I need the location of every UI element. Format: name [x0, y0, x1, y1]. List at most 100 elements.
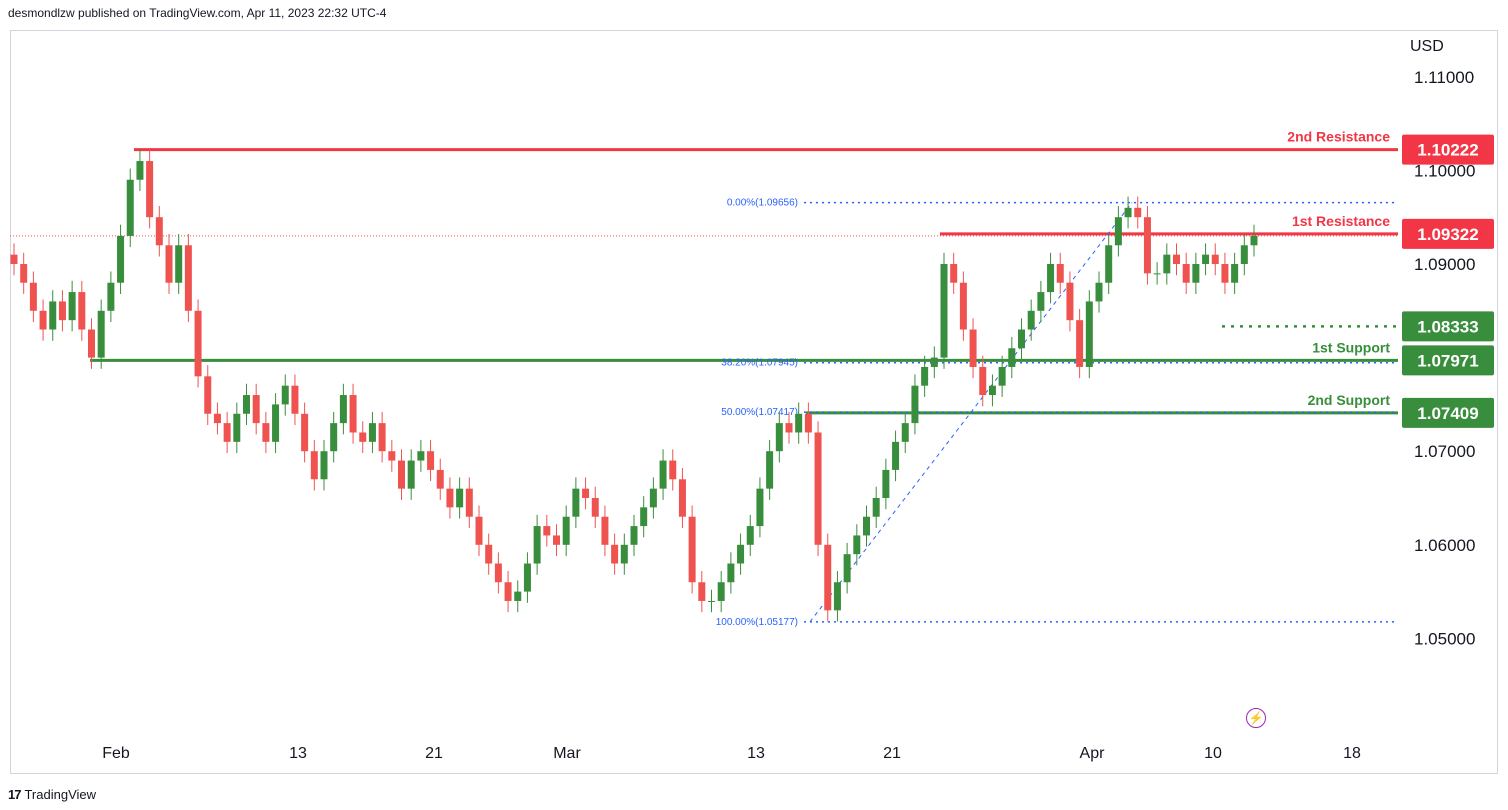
candle-body	[1037, 292, 1045, 311]
publish-header: desmondlzw published on TradingView.com,…	[8, 6, 387, 20]
candle-body	[843, 554, 851, 583]
candle-body	[485, 544, 493, 564]
candle-body	[698, 582, 706, 601]
candle-body	[804, 413, 812, 433]
candle-body	[213, 413, 221, 424]
x-tick-label: 13	[289, 745, 307, 762]
candle-body	[979, 366, 987, 396]
candle-body	[194, 310, 202, 377]
x-tick-label: Apr	[1080, 745, 1106, 762]
candle-body	[717, 582, 725, 601]
candle-body	[29, 282, 37, 311]
candle-body	[436, 469, 444, 489]
candle-body	[727, 563, 735, 583]
level-price-text: 1.09322	[1417, 225, 1478, 244]
candle-body	[223, 423, 231, 442]
candle-body	[533, 526, 541, 564]
candle-body	[950, 264, 958, 283]
candle-body	[988, 385, 996, 396]
candle-body	[427, 451, 435, 470]
candle-body	[640, 507, 648, 527]
candle-body	[1192, 264, 1200, 283]
y-tick-label: 1.10000	[1414, 161, 1475, 180]
candle-body	[562, 516, 570, 545]
candle-body	[1163, 254, 1171, 274]
candle-body	[591, 498, 599, 517]
candle-body	[1056, 264, 1064, 283]
candle-body	[853, 535, 861, 555]
level-label: 1st Support	[1312, 339, 1390, 355]
candle-body	[262, 423, 270, 442]
level-price-text: 1.07971	[1417, 351, 1478, 370]
candle-body	[678, 479, 686, 517]
candle-body	[378, 423, 386, 452]
candle-body	[737, 544, 745, 564]
candle-body	[97, 310, 105, 358]
candle-body	[708, 600, 715, 602]
level-price-text: 1.10222	[1417, 141, 1478, 160]
candle-body	[1105, 245, 1113, 283]
candle-body	[863, 516, 870, 536]
candle-body	[1008, 348, 1016, 367]
candle-body	[117, 235, 125, 283]
candle-body	[940, 264, 948, 358]
candle-body	[523, 563, 531, 592]
candle-body	[233, 413, 241, 442]
level-label: 1st Resistance	[1292, 213, 1390, 229]
candle-body	[204, 376, 212, 414]
tradingview-logo-icon: 17	[8, 787, 22, 802]
candle-body	[1047, 264, 1055, 293]
y-tick-label: 1.11000	[1414, 68, 1474, 87]
candle-body	[824, 544, 832, 611]
candle-body	[911, 385, 919, 424]
candle-body	[310, 451, 318, 480]
candle-body	[959, 282, 967, 330]
candle-body	[446, 488, 454, 508]
fib-level-label: 50.00%(1.07417)	[721, 407, 798, 418]
candle-body	[281, 385, 289, 405]
candle-body	[1231, 264, 1239, 283]
candle-body	[795, 413, 803, 433]
fib-trend-line	[809, 202, 1133, 623]
candle-body	[1211, 254, 1219, 264]
candle-body	[252, 395, 260, 424]
level-price-badge	[1402, 218, 1494, 249]
candle-body	[1182, 264, 1190, 283]
candle-body	[407, 460, 415, 489]
candle-body	[785, 423, 793, 433]
candle-body	[649, 488, 657, 508]
candle-body	[1066, 282, 1074, 321]
y-tick-label: 1.07000	[1414, 442, 1475, 461]
x-tick-label: 13	[747, 745, 765, 762]
candle-body	[20, 264, 28, 283]
candle-body	[601, 516, 609, 545]
candle-body	[1076, 320, 1084, 367]
candle-body	[388, 451, 396, 461]
candle-body	[88, 329, 95, 358]
candle-body	[572, 488, 580, 517]
lightning-icon[interactable]: ⚡	[1246, 708, 1266, 728]
candle-body	[475, 516, 483, 545]
candle-body	[1124, 207, 1132, 218]
candle-body	[901, 423, 909, 442]
candle-body	[68, 292, 76, 321]
x-tick-label: 21	[883, 745, 901, 762]
y-tick-label: 1.09000	[1414, 255, 1475, 274]
candle-body	[543, 526, 551, 536]
x-tick-label: 18	[1343, 745, 1361, 762]
candle-body	[756, 488, 764, 527]
candle-body	[146, 161, 154, 218]
candle-body	[514, 591, 522, 601]
level-price-text: 1.08333	[1417, 317, 1478, 336]
candle-body	[155, 217, 163, 246]
candle-body	[814, 432, 822, 545]
candle-body	[1114, 217, 1122, 246]
level-price-text: 1.07409	[1417, 404, 1478, 423]
candle-body	[456, 488, 464, 508]
chart-frame	[10, 30, 1498, 774]
candle-body	[1221, 264, 1229, 283]
candle-body	[10, 254, 18, 264]
candle-body	[58, 301, 66, 321]
y-tick-label: 1.06000	[1414, 536, 1475, 555]
